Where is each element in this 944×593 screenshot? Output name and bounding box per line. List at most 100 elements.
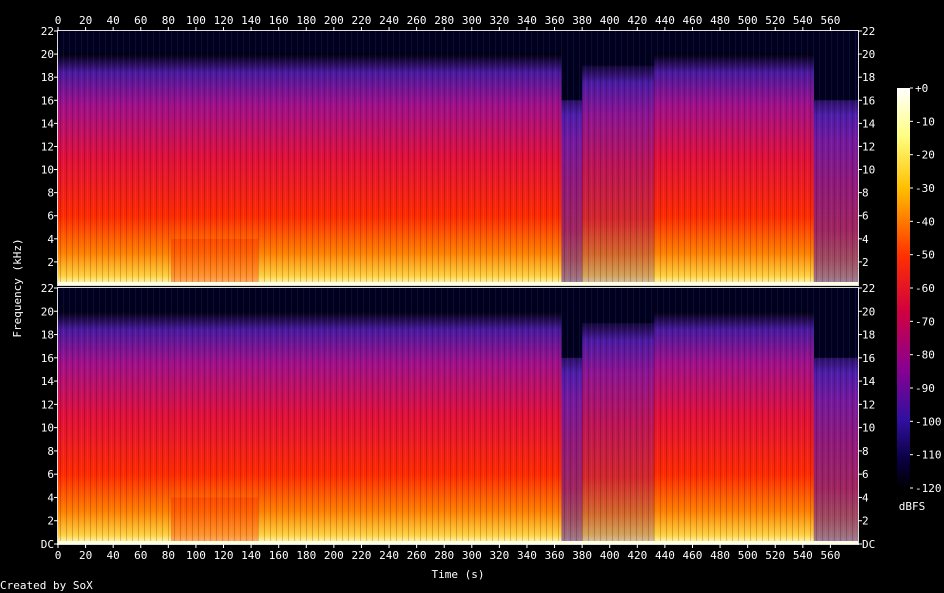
- x-tick-label: 300: [462, 14, 482, 27]
- y-axis-label: Frequency (kHz): [11, 238, 24, 337]
- y-tick-right: 18: [858, 329, 875, 342]
- y-tick-label: 2: [47, 256, 54, 269]
- y-tick-label: 6: [862, 210, 869, 223]
- y-tick-label: DC: [41, 538, 54, 551]
- y-tick-left: 10: [41, 164, 58, 177]
- colorbar-tick-label: -110: [915, 449, 942, 462]
- y-tick-right: 14: [858, 375, 876, 388]
- x-tick-label: 100: [186, 549, 206, 562]
- y-tick-label: 16: [862, 352, 875, 365]
- x-tick-label: 280: [434, 14, 454, 27]
- y-tick-label: 22: [862, 282, 875, 295]
- y-tick-right: 12: [858, 140, 875, 153]
- x-tick-label: 520: [765, 549, 785, 562]
- channel-frame: [57, 30, 859, 286]
- x-tick-label: 80: [162, 14, 175, 27]
- y-tick-right: DC: [858, 538, 875, 551]
- x-tick-label: 440: [655, 14, 675, 27]
- x-tick-label: 440: [655, 549, 675, 562]
- colorbar-tick-label: -30: [915, 182, 935, 195]
- x-tick-top: 500: [738, 14, 758, 31]
- x-tick-top: 120: [214, 14, 234, 31]
- x-axis-label: Time (s): [432, 568, 485, 581]
- y-tick-left: 20: [41, 305, 58, 318]
- x-tick-label: 400: [600, 14, 620, 27]
- colorbar-tick: +0: [910, 82, 928, 95]
- colorbar-tick-label: -50: [915, 249, 935, 262]
- x-tick-label: 540: [793, 549, 813, 562]
- x-tick-label: 120: [214, 14, 234, 27]
- y-tick-label: 14: [862, 375, 876, 388]
- x-tick-label: 100: [186, 14, 206, 27]
- x-tick-top: 440: [655, 14, 675, 31]
- x-tick-top: 340: [517, 14, 537, 31]
- y-tick-label: 8: [862, 187, 869, 200]
- spectrogram-channels: [57, 30, 859, 545]
- y-tick-label: 4: [862, 233, 869, 246]
- x-tick-label: 360: [545, 549, 565, 562]
- x-tick-label: 480: [710, 549, 730, 562]
- y-tick-label: 12: [41, 398, 54, 411]
- y-tick-left: 16: [41, 94, 58, 107]
- x-tick-label: 120: [214, 549, 234, 562]
- x-tick-label: 500: [738, 14, 758, 27]
- x-tick-label: 200: [324, 14, 344, 27]
- x-tick-bottom: 340: [517, 544, 537, 562]
- x-tick-bottom: 80: [162, 544, 175, 562]
- x-tick-label: 380: [572, 14, 592, 27]
- y-tick-right: 10: [858, 422, 875, 435]
- x-tick-label: 500: [738, 549, 758, 562]
- x-tick-label: 460: [683, 14, 703, 27]
- x-tick-bottom: 20: [79, 544, 92, 562]
- y-tick-label: 22: [41, 282, 54, 295]
- y-tick-left: 18: [41, 329, 58, 342]
- footer-credit: Created by SoX: [0, 579, 93, 592]
- x-tick-top: 320: [489, 14, 509, 31]
- x-tick-label: 280: [434, 549, 454, 562]
- colorbar-tick-label: +0: [915, 82, 928, 95]
- x-tick-label: 40: [107, 549, 120, 562]
- y-tick-label: 18: [41, 329, 54, 342]
- y-tick-label: 22: [41, 25, 54, 38]
- y-tick-label: 2: [47, 515, 54, 528]
- x-tick-top: 480: [710, 14, 730, 31]
- x-tick-top: 140: [241, 14, 261, 31]
- y-tick-label: 4: [862, 491, 869, 504]
- colorbar-gradient: [897, 88, 910, 488]
- x-tick-top: 100: [186, 14, 206, 31]
- colorbar-tick-label: -90: [915, 382, 935, 395]
- x-tick-bottom: 100: [186, 544, 206, 562]
- y-tick-label: 18: [41, 71, 54, 84]
- colorbar-tick: -100: [910, 415, 942, 428]
- y-tick-right: 8: [858, 445, 869, 458]
- x-tick-bottom: 180: [296, 544, 316, 562]
- y-tick-label: 10: [41, 422, 54, 435]
- x-tick-label: 360: [545, 14, 565, 27]
- x-tick-label: 380: [572, 549, 592, 562]
- x-tick-top: 520: [765, 14, 785, 31]
- y-tick-label: 12: [862, 398, 875, 411]
- x-tick-label: 340: [517, 549, 537, 562]
- x-tick-label: 60: [134, 549, 147, 562]
- x-tick-top: 200: [324, 14, 344, 31]
- x-tick-label: 420: [627, 549, 647, 562]
- x-tick-top: 560: [820, 14, 840, 31]
- y-tick-left: 14: [41, 375, 58, 388]
- y-tick-label: 2: [862, 256, 869, 269]
- y-tick-label: 14: [41, 117, 55, 130]
- x-tick-top: 400: [600, 14, 620, 31]
- y-tick-right: 16: [858, 352, 875, 365]
- colorbar-tick-label: -80: [915, 349, 935, 362]
- x-tick-label: 560: [820, 549, 840, 562]
- x-tick-label: 180: [296, 14, 316, 27]
- x-tick-top: 40: [107, 14, 120, 31]
- x-tick-label: 420: [627, 14, 647, 27]
- x-tick-label: 460: [683, 549, 703, 562]
- colorbar-tick-label: -60: [915, 282, 935, 295]
- y-tick-right: 6: [858, 468, 869, 481]
- x-tick-top: 300: [462, 14, 482, 31]
- x-tick-bottom: 160: [269, 544, 289, 562]
- x-tick-bottom: 260: [407, 544, 427, 562]
- channel-frame: [57, 287, 859, 545]
